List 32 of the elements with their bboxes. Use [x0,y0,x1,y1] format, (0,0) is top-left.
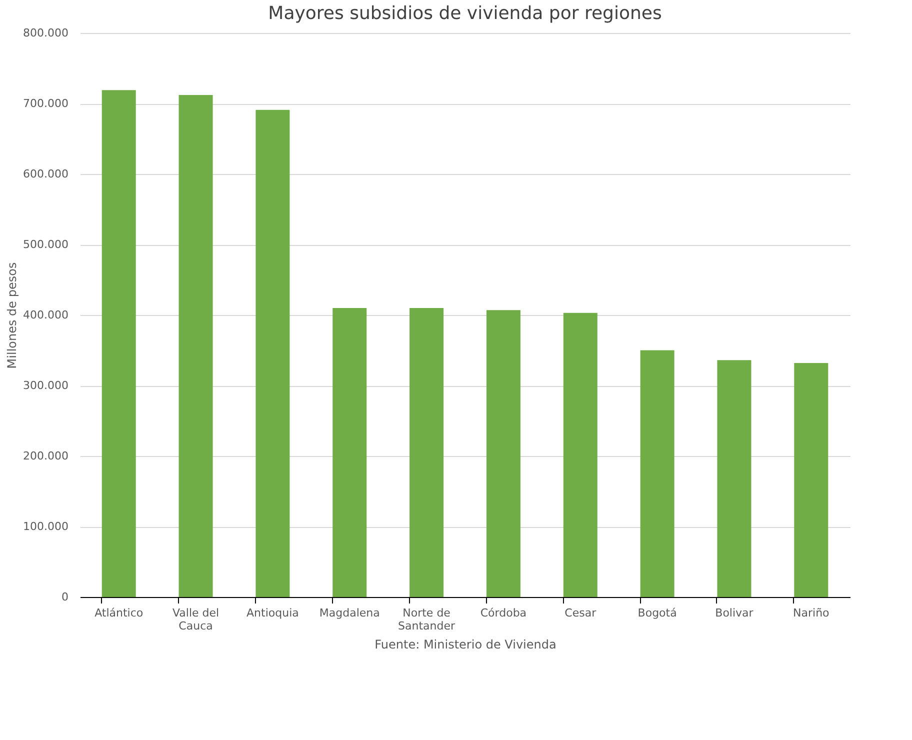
y-tick-label: 300.000 [23,379,68,392]
bar [178,95,213,597]
x-tick-label: Magdalena [319,606,380,620]
x-tick-label: Nariño [793,606,830,620]
y-tick-label: 0 [62,590,68,604]
y-tick-label: 600.000 [23,168,68,180]
bar [563,312,598,597]
x-tick-label: Cesar [564,606,597,620]
x-tick-label: Antioquia [246,606,299,620]
x-tick-label: Córdoba [480,606,527,620]
bar [640,350,674,597]
y-tick-label: 500.000 [23,238,68,251]
x-tick-label: Bogotá [638,606,677,620]
bar [332,308,367,597]
bar [410,308,444,597]
y-axis-title: Millones de pesos [5,262,20,369]
x-tick-label: Bolivar [715,606,754,620]
y-tick-label: 800.000 [23,26,68,40]
y-tick-label: 200.000 [23,450,68,462]
bar [256,110,290,597]
chart-title: Mayores subsidios de vivienda por regiones [268,3,662,24]
bar [486,310,520,597]
y-tick-label: 700.000 [23,97,68,110]
x-tick-label: Atlántico [94,606,144,620]
y-tick-label: 400.000 [23,308,68,322]
bar [717,360,752,597]
bar [102,90,136,597]
bar [794,362,828,597]
y-tick-label: 100.000 [23,520,68,533]
source-note: Fuente: Ministerio de Vivienda [374,638,556,652]
x-tick-label: Valle del Cauca [172,606,220,632]
x-tick-label: Norte de Santander [398,606,456,632]
